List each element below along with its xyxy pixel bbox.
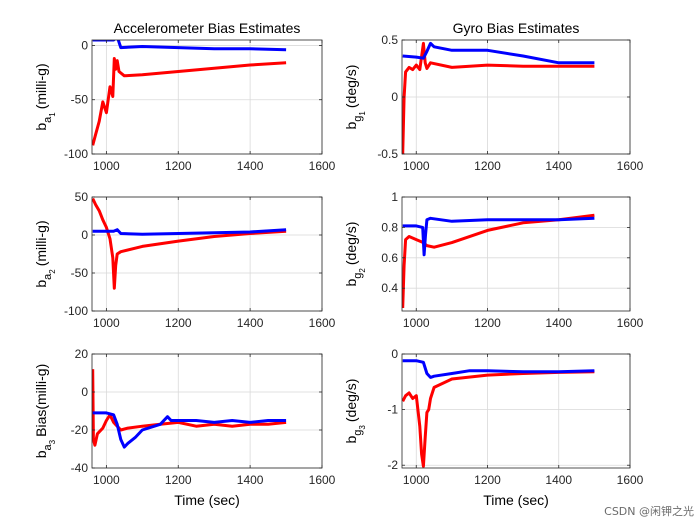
y-axis-label: bg3(deg/s) (343, 379, 367, 444)
x-tick-label: 1200 (165, 473, 192, 487)
series-line-red (92, 197, 287, 290)
x-tick-label: 1400 (237, 473, 264, 487)
y-tick-label: 1 (391, 190, 398, 204)
subplot-gyr3: 1000 1200 1400 1600 0 -1 -2 Time (sec) bg3(deg/s… (343, 347, 644, 508)
x-tick-label: 1600 (309, 473, 336, 487)
axes-box (91, 196, 323, 312)
subplot-title: Accelerometer Bias Estimates (114, 20, 301, 36)
x-tick-label: 1000 (403, 316, 430, 330)
x-tick-label: 1000 (403, 159, 430, 173)
subplot-acc2: 1000 1200 1400 1600 50 0 -50 -100 ba2(milli-g) (33, 190, 336, 330)
y-tick-label: -2 (387, 458, 398, 472)
x-tick-label: 1400 (237, 316, 264, 330)
series-line-red (92, 369, 287, 447)
axes-box (91, 39, 323, 155)
y-tick-label: 0 (391, 90, 398, 104)
axes-box (91, 353, 323, 469)
subplot-acc3: 1000 1200 1400 1600 20 0 -20 -40 Time (sec) ba3Bi… (33, 347, 336, 508)
x-tick-label: 1200 (474, 316, 501, 330)
x-tick-label: 1600 (617, 473, 644, 487)
x-tick-label: 1400 (545, 473, 572, 487)
y-axis-label: ba2(milli-g) (33, 220, 57, 287)
y-axis-label: ba1(milli-g) (33, 63, 57, 130)
subplot-gyr1: 1000 1200 1400 1600 0.5 0 -0.5 Gyro Bias Estima… (343, 20, 644, 173)
x-tick-label: 1600 (617, 159, 644, 173)
y-tick-label: -1 (387, 403, 398, 417)
y-tick-label: -50 (71, 93, 89, 107)
x-tick-label: 1400 (545, 159, 572, 173)
x-tick-label: 1000 (93, 473, 120, 487)
y-tick-label: 0.4 (381, 281, 398, 295)
y-tick-label: 0 (81, 38, 88, 52)
series-line-blue (92, 411, 287, 449)
y-tick-label: -20 (71, 423, 89, 437)
subplot-acc1: 1000 1200 1400 1600 0 -50 -100 Accelerometer Bi… (33, 20, 336, 173)
y-tick-label: -100 (64, 147, 88, 161)
y-axis-label: bg1(deg/s) (343, 65, 367, 130)
subplot-gyr2: 1000 1200 1400 1600 1 0.8 0.6 0.4 bg2(deg/s) (343, 190, 644, 330)
series-line-blue (402, 216, 595, 257)
x-tick-label: 1600 (617, 316, 644, 330)
series-line-blue (402, 359, 595, 379)
series-line-red (402, 213, 595, 309)
x-axis-label: Time (sec) (483, 492, 549, 508)
y-tick-label: -0.5 (377, 147, 398, 161)
y-tick-label: -50 (71, 266, 89, 280)
x-tick-label: 1400 (237, 159, 264, 173)
watermark: CSDN @闲钾之光 (604, 505, 694, 518)
y-tick-label: 0 (391, 347, 398, 361)
y-tick-label: 0.8 (381, 220, 398, 234)
y-tick-label: 50 (75, 190, 89, 204)
series-line-red (402, 370, 595, 468)
x-tick-label: 1000 (93, 316, 120, 330)
series-line-blue (402, 41, 595, 65)
y-tick-label: 0 (81, 385, 88, 399)
y-tick-label: 20 (75, 347, 89, 361)
axes-box (401, 353, 631, 469)
y-axis-label: bg2(deg/s) (343, 222, 367, 287)
y-tick-label: -100 (64, 304, 88, 318)
y-tick-label: 0 (81, 228, 88, 242)
y-tick-label: -40 (71, 461, 89, 475)
subplot-title: Gyro Bias Estimates (453, 20, 580, 36)
y-tick-label: 0.5 (381, 33, 398, 47)
x-tick-label: 1600 (309, 159, 336, 173)
series-line-red (92, 57, 287, 146)
x-axis-label: Time (sec) (174, 492, 240, 508)
series-line-red (402, 41, 595, 154)
x-tick-label: 1000 (403, 473, 430, 487)
x-tick-label: 1200 (474, 473, 501, 487)
y-axis-label: ba3Bias(milli-g) (33, 364, 57, 459)
x-tick-label: 1600 (309, 316, 336, 330)
series-line-blue (92, 228, 287, 236)
y-tick-label: 0.6 (381, 251, 398, 265)
x-tick-label: 1000 (93, 159, 120, 173)
x-tick-label: 1200 (165, 316, 192, 330)
x-tick-label: 1200 (165, 159, 192, 173)
x-tick-label: 1400 (545, 316, 572, 330)
x-tick-label: 1200 (474, 159, 501, 173)
series-line-blue (92, 40, 287, 52)
axes-box (401, 196, 631, 312)
